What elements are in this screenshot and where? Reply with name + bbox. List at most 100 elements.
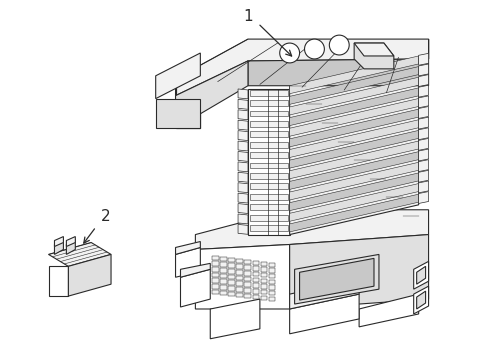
Polygon shape	[268, 280, 275, 284]
Polygon shape	[175, 242, 200, 255]
Polygon shape	[228, 263, 234, 268]
Polygon shape	[252, 294, 259, 299]
Polygon shape	[260, 296, 266, 300]
Polygon shape	[249, 152, 287, 158]
Polygon shape	[418, 96, 427, 108]
Polygon shape	[220, 274, 226, 278]
Polygon shape	[238, 162, 247, 172]
Polygon shape	[244, 294, 250, 298]
Polygon shape	[418, 85, 427, 97]
Polygon shape	[236, 293, 243, 297]
Polygon shape	[260, 267, 266, 272]
Polygon shape	[220, 262, 226, 267]
Polygon shape	[238, 110, 247, 120]
Polygon shape	[66, 239, 75, 255]
Polygon shape	[244, 282, 250, 287]
Polygon shape	[236, 287, 243, 292]
Polygon shape	[252, 266, 259, 271]
Polygon shape	[54, 239, 63, 255]
Polygon shape	[289, 141, 418, 179]
Polygon shape	[238, 131, 247, 140]
Polygon shape	[299, 258, 373, 300]
Polygon shape	[268, 268, 275, 273]
Polygon shape	[238, 214, 247, 224]
Polygon shape	[260, 290, 266, 294]
Polygon shape	[289, 235, 427, 309]
Polygon shape	[418, 138, 427, 150]
Polygon shape	[289, 77, 418, 115]
Polygon shape	[236, 258, 243, 263]
Polygon shape	[180, 269, 210, 307]
Polygon shape	[244, 288, 250, 293]
Polygon shape	[238, 203, 247, 213]
Polygon shape	[260, 262, 266, 266]
Polygon shape	[212, 261, 218, 266]
Polygon shape	[220, 257, 226, 261]
Polygon shape	[238, 183, 247, 193]
Polygon shape	[66, 237, 75, 247]
Polygon shape	[238, 172, 247, 182]
Polygon shape	[247, 39, 427, 86]
Polygon shape	[249, 215, 287, 221]
Circle shape	[279, 43, 299, 63]
Polygon shape	[249, 204, 287, 210]
Polygon shape	[195, 244, 289, 309]
Polygon shape	[175, 61, 247, 129]
Polygon shape	[289, 67, 418, 104]
Polygon shape	[289, 130, 418, 168]
Polygon shape	[252, 283, 259, 288]
Polygon shape	[238, 89, 247, 99]
Polygon shape	[212, 290, 218, 294]
Polygon shape	[249, 90, 287, 95]
Polygon shape	[228, 258, 234, 262]
Text: 1: 1	[243, 9, 252, 24]
Polygon shape	[252, 261, 259, 265]
Polygon shape	[249, 173, 287, 179]
Polygon shape	[155, 99, 200, 129]
Polygon shape	[54, 237, 63, 247]
Polygon shape	[294, 255, 378, 304]
Polygon shape	[238, 141, 247, 151]
Polygon shape	[268, 297, 275, 301]
Polygon shape	[268, 262, 275, 267]
Polygon shape	[175, 79, 200, 129]
Polygon shape	[238, 193, 247, 203]
Polygon shape	[220, 291, 226, 295]
Polygon shape	[249, 194, 287, 200]
Circle shape	[328, 35, 348, 55]
Polygon shape	[418, 107, 427, 118]
Polygon shape	[212, 256, 218, 260]
Polygon shape	[418, 170, 427, 182]
Text: 2: 2	[101, 209, 111, 224]
Polygon shape	[212, 267, 218, 271]
Polygon shape	[175, 247, 200, 277]
Polygon shape	[418, 159, 427, 172]
Polygon shape	[220, 279, 226, 284]
Polygon shape	[289, 152, 418, 189]
Polygon shape	[289, 99, 418, 136]
Polygon shape	[249, 111, 287, 116]
Polygon shape	[244, 271, 250, 275]
Polygon shape	[268, 291, 275, 296]
Polygon shape	[418, 192, 427, 203]
Polygon shape	[353, 43, 393, 69]
Polygon shape	[228, 292, 234, 296]
Polygon shape	[260, 279, 266, 283]
Polygon shape	[228, 275, 234, 279]
Polygon shape	[413, 261, 427, 289]
Polygon shape	[228, 286, 234, 291]
Polygon shape	[268, 285, 275, 290]
Polygon shape	[418, 181, 427, 193]
Polygon shape	[48, 243, 111, 266]
Polygon shape	[260, 273, 266, 278]
Polygon shape	[249, 131, 287, 137]
Polygon shape	[210, 299, 259, 339]
Polygon shape	[252, 272, 259, 276]
Polygon shape	[244, 276, 250, 281]
Polygon shape	[252, 289, 259, 293]
Polygon shape	[289, 173, 418, 211]
Polygon shape	[358, 294, 418, 327]
Polygon shape	[212, 278, 218, 283]
Polygon shape	[68, 255, 111, 296]
Polygon shape	[249, 184, 287, 189]
